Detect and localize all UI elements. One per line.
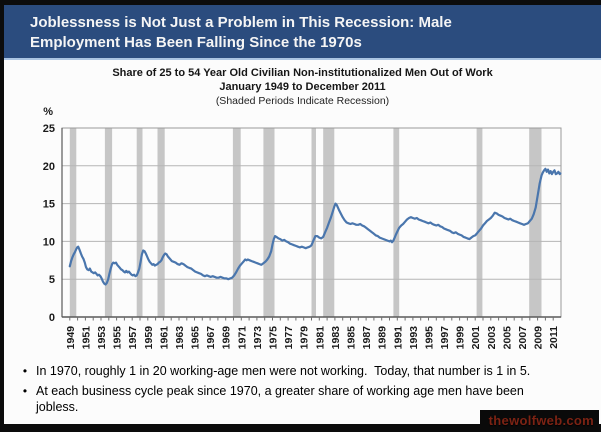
- x-tick-label: 1977: [283, 326, 295, 350]
- recession-band: [311, 128, 316, 317]
- bullet-text: At each business cycle peak since 1970, …: [36, 383, 524, 415]
- x-tick-label: 1967: [205, 326, 217, 350]
- series-line: [68, 167, 562, 286]
- page-title: Joblessness is Not Just a Problem in Thi…: [30, 14, 452, 51]
- bullet-item: • At each business cycle peak since 1970…: [14, 383, 592, 416]
- chart-titles: Share of 25 to 54 Year Old Civilian Non-…: [4, 66, 601, 108]
- page-title-band: Joblessness is Not Just a Problem in Thi…: [4, 5, 601, 60]
- x-tick-label: 1975: [268, 326, 280, 350]
- x-tick-label: 1979: [299, 326, 311, 350]
- recession-band: [476, 128, 483, 317]
- x-tick-label: 1981: [314, 326, 326, 350]
- recession-band: [69, 128, 77, 317]
- x-tick-label: 1961: [158, 326, 170, 350]
- x-tick-label: 1973: [252, 326, 264, 350]
- x-tick-label: 1983: [330, 326, 342, 350]
- y-tick-label: 25: [43, 123, 55, 135]
- x-tick-label: 2011: [548, 326, 560, 349]
- recession-band: [232, 128, 241, 317]
- x-tick-label: 1953: [96, 326, 108, 350]
- x-tick-label: 1963: [174, 326, 186, 350]
- chart-title: Share of 25 to 54 Year Old Civilian Non-…: [112, 67, 493, 79]
- chart-note: (Shaded Periods Indicate Recession): [215, 95, 390, 107]
- x-tick-label: 1991: [392, 326, 404, 350]
- x-tick-label: 1971: [236, 326, 248, 350]
- y-axis-unit: %: [43, 106, 53, 118]
- x-tick-label: 1949: [65, 326, 77, 350]
- x-tick-label: 2007: [517, 326, 529, 350]
- x-tick-label: 2003: [486, 326, 498, 350]
- x-tick-label: 1969: [221, 326, 233, 350]
- y-tick-label: 0: [49, 312, 55, 324]
- recession-band: [104, 128, 113, 317]
- bullet-text: In 1970, roughly 1 in 20 working-age men…: [36, 364, 531, 378]
- bullet-icon: •: [22, 383, 28, 398]
- x-tick-label: 1955: [112, 326, 124, 350]
- x-tick-label: 1995: [424, 326, 436, 350]
- x-tick-label: 2001: [470, 326, 482, 350]
- x-tick-label: 1951: [80, 326, 92, 350]
- y-tick-label: 10: [43, 236, 55, 248]
- x-tick-label: 1997: [439, 326, 451, 350]
- recession-band: [393, 128, 400, 317]
- x-tick-label: 1999: [455, 326, 467, 350]
- recession-band: [263, 128, 275, 317]
- chart-plot: 0 5 10 15 20 25% 1949 1951 1953 1955 1957 1959 1961 1…: [43, 106, 562, 350]
- y-tick-label: 15: [43, 199, 55, 211]
- x-tick-label: 1965: [190, 326, 202, 350]
- bullet-item: • In 1970, roughly 1 in 20 working-age m…: [14, 363, 592, 380]
- x-tick-label: 2009: [533, 326, 545, 350]
- x-tick-label: 1989: [377, 326, 389, 350]
- watermark: thewolfweb.com: [479, 410, 599, 432]
- y-tick-label: 20: [43, 161, 55, 173]
- x-tick-label: 1959: [143, 326, 155, 350]
- x-tick-label: 1987: [361, 326, 373, 350]
- recession-band: [157, 128, 165, 317]
- x-tick-label: 1957: [127, 326, 139, 350]
- recession-band: [136, 128, 143, 317]
- y-tick-label: 5: [49, 274, 55, 286]
- chart-subtitle: January 1949 to December 2011: [219, 81, 386, 93]
- bullet-icon: •: [22, 364, 28, 378]
- bullet-list: • In 1970, roughly 1 in 20 working-age m…: [14, 363, 592, 419]
- recession-band: [529, 128, 542, 317]
- slide: Joblessness is Not Just a Problem in Thi…: [4, 5, 601, 424]
- x-tick-label: 1993: [408, 326, 420, 350]
- x-tick-label: 1985: [346, 326, 358, 350]
- x-tick-label: 2005: [501, 326, 513, 350]
